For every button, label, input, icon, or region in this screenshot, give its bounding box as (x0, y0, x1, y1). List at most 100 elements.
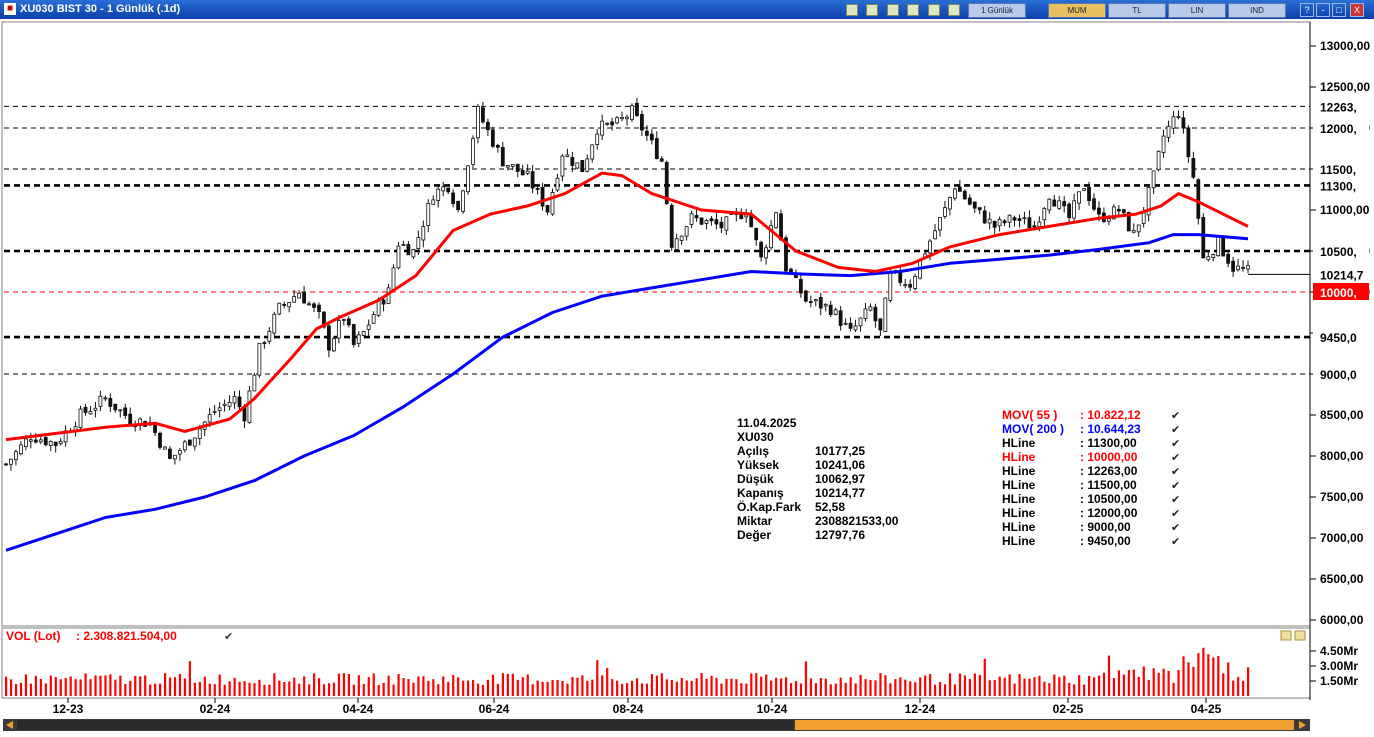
volume-bar (824, 678, 827, 696)
volume-bar (760, 676, 763, 696)
legend-value: : 11500,00 (1080, 478, 1137, 492)
legend-value: : 10.644,23 (1080, 422, 1141, 436)
volume-bar (1237, 676, 1240, 696)
volume-bar (1073, 684, 1076, 696)
minimize-button[interactable]: - (1316, 3, 1330, 17)
chart-area[interactable]: 13000,0012500,0012000,0011500,0011000,00… (0, 19, 1374, 737)
volume-bar (725, 678, 728, 696)
volume-bar (1102, 672, 1106, 696)
tab-candles[interactable]: MUM (1048, 3, 1106, 18)
maximize-button[interactable]: □ (1332, 3, 1346, 17)
volume-settings-icon[interactable] (1280, 630, 1292, 641)
volume-bar (104, 675, 107, 696)
volume-bar (1053, 674, 1056, 696)
volume-bar (789, 683, 793, 696)
scrollbar-thumb[interactable] (795, 720, 1294, 730)
legend-check-icon[interactable]: ✔ (1171, 410, 1180, 422)
candle-body (207, 414, 212, 423)
candle-body (461, 190, 465, 212)
hline-label-box (1313, 97, 1369, 115)
close-button[interactable]: X (1350, 3, 1364, 17)
legend-check-icon[interactable]: ✔ (1171, 424, 1180, 436)
legend-value: : 9000,00 (1080, 520, 1131, 534)
candle-body (704, 220, 709, 224)
legend-check-icon[interactable]: ✔ (1171, 536, 1180, 548)
volume-bar (317, 678, 321, 696)
volume-bar (993, 680, 996, 696)
volume-bar (129, 680, 132, 696)
date-axis: 12-23 02-24 04-24 06-24 08-24 10-24 12-24 02-25… (53, 698, 1222, 716)
tab-currency[interactable]: TL (1108, 3, 1166, 18)
candle-body (356, 334, 361, 344)
volume-bar (114, 679, 117, 696)
volume-bar (313, 673, 316, 696)
volume-bar (1167, 670, 1170, 696)
volume-bar (467, 680, 470, 696)
volume-bar (765, 674, 768, 696)
candle-body (446, 187, 451, 193)
candle-body (938, 217, 942, 231)
legend-check-icon[interactable]: ✔ (1171, 438, 1180, 450)
volume-bar (844, 682, 847, 696)
legend-check-icon[interactable]: ✔ (1171, 494, 1180, 506)
legend-check-icon[interactable]: ✔ (1171, 522, 1180, 534)
window-title: XU030 BIST 30 - 1 Günlük (.1d) (20, 3, 181, 15)
volume-bar (740, 683, 743, 696)
help-button[interactable]: ? (1300, 3, 1314, 17)
candle-body (709, 218, 714, 222)
candle-body (361, 331, 366, 336)
indicator-icon[interactable] (866, 4, 879, 16)
legend-name: HLine (1002, 506, 1036, 520)
legend-check-icon[interactable]: ✔ (1171, 466, 1180, 478)
candle-body (78, 408, 83, 428)
volume-bar (834, 683, 837, 696)
tab-scale[interactable]: LIN (1168, 3, 1226, 18)
candle-body (843, 322, 848, 325)
candle-body (237, 396, 242, 408)
tab-period[interactable]: 1 Günlük (968, 3, 1026, 18)
chart-settings-icon[interactable] (846, 4, 858, 16)
candle-body (1077, 191, 1081, 204)
scroll-left-icon[interactable] (6, 721, 13, 729)
legend-check-icon[interactable]: ✔ (1171, 508, 1180, 520)
candle-body (550, 192, 555, 215)
zoom-icon[interactable] (927, 4, 940, 16)
candle-body (441, 186, 446, 192)
volume-tick-label: 1.50Mr (1320, 674, 1358, 688)
volume-bar (591, 679, 594, 696)
scrollbar-left-gap (17, 720, 793, 730)
drawing-icon[interactable] (886, 4, 899, 16)
volume-check-icon[interactable]: ✔ (224, 631, 233, 643)
hline-label: 11300, (1320, 179, 1356, 193)
volume-bar (1117, 670, 1121, 696)
candle-body (679, 235, 684, 241)
template-icon[interactable] (907, 4, 920, 16)
volume-bar (859, 674, 862, 696)
legend-check-icon[interactable]: ✔ (1171, 480, 1180, 492)
candle-body (823, 304, 828, 307)
volume-bar (213, 684, 216, 696)
candle-body (530, 171, 535, 189)
volume-bar (14, 684, 18, 696)
scrollbar[interactable] (3, 719, 1310, 731)
candle-body (222, 403, 227, 406)
candle-body (48, 441, 53, 446)
volume-bar (1222, 673, 1225, 696)
volume-bar (1207, 654, 1210, 696)
candle-body (197, 428, 202, 439)
volume-bar (794, 681, 798, 696)
scroll-right-icon[interactable] (1299, 721, 1306, 729)
candle-body (317, 304, 321, 312)
volume-close-icon[interactable] (1294, 630, 1306, 641)
candle-body (977, 207, 982, 211)
volume-bar (357, 675, 360, 696)
candle-body (724, 216, 729, 231)
legend-check-icon[interactable]: ✔ (1171, 452, 1180, 464)
legend-name: HLine (1002, 478, 1036, 492)
volume-bar (1048, 683, 1051, 696)
candle-body (103, 397, 108, 400)
info-value: 2308821533,00 (815, 514, 899, 528)
compare-icon[interactable] (948, 4, 961, 16)
tab-indicators[interactable]: IND (1228, 3, 1286, 18)
volume-bar (988, 680, 991, 696)
